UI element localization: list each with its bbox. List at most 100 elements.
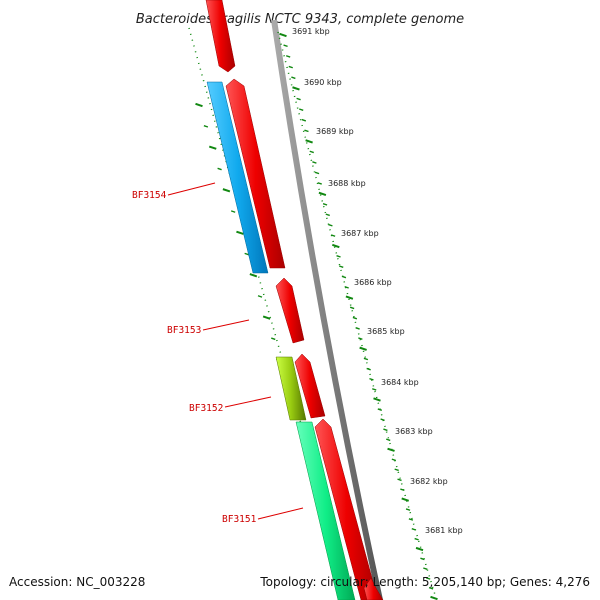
minor-tick	[385, 438, 391, 442]
major-tick	[387, 447, 395, 452]
minor-tick	[244, 252, 249, 256]
gene-label-bf3154[interactable]: BF3154	[132, 190, 167, 201]
scale-ticks	[279, 32, 438, 600]
minor-tick	[298, 108, 304, 111]
minor-tick	[309, 150, 314, 154]
minor-tick	[352, 316, 358, 320]
features	[205, 0, 384, 600]
minor-tick	[405, 508, 411, 511]
minor-tick	[301, 118, 307, 122]
cds-feature[interactable]	[205, 0, 236, 73]
major-tick	[195, 102, 203, 108]
minor-tick	[330, 234, 336, 237]
minor-tick	[328, 223, 333, 227]
scale-label: 3688 kbp	[328, 179, 366, 188]
minor-tick	[369, 377, 374, 381]
minor-tick	[312, 161, 317, 164]
map-title: Bacteroides fragilis NCTC 9343, complete…	[136, 12, 464, 27]
minor-tick	[314, 171, 320, 175]
major-tick	[318, 191, 327, 197]
gene-label-leader	[257, 507, 304, 520]
scale-dotted-guide	[277, 31, 437, 599]
gene-label-leader	[224, 396, 272, 408]
major-tick	[208, 145, 217, 150]
minor-tick	[363, 357, 369, 361]
major-tick	[373, 397, 381, 402]
minor-tick	[230, 210, 236, 213]
minor-tick	[383, 428, 388, 432]
minor-tick	[296, 97, 301, 101]
gene-label-bf3153[interactable]: BF3153	[167, 325, 201, 336]
minor-tick	[271, 337, 276, 341]
major-tick	[305, 139, 313, 144]
minor-tick	[339, 265, 344, 269]
minor-tick	[285, 55, 291, 58]
accession-text: Accession: NC_003228	[9, 575, 145, 589]
minor-tick	[423, 567, 428, 571]
major-tick	[262, 315, 271, 320]
scale-label: 3687 kbp	[341, 229, 379, 238]
minor-tick	[425, 577, 431, 580]
scale-label: 3684 kbp	[381, 378, 419, 387]
minor-tick	[291, 76, 296, 80]
minor-tick	[358, 337, 363, 340]
minor-tick	[397, 478, 402, 482]
gene-feature-bf3152[interactable]	[275, 356, 307, 421]
genome-backbone	[271, 19, 383, 600]
gene-label-leader	[202, 319, 250, 331]
scale-label: 3685 kbp	[367, 327, 405, 336]
cds-feature[interactable]	[225, 78, 286, 269]
gene-label-bf3151[interactable]: BF3151	[222, 514, 257, 525]
minor-tick	[283, 44, 288, 48]
minor-tick	[203, 125, 209, 128]
minor-tick	[304, 129, 309, 133]
cds-feature[interactable]	[314, 418, 379, 600]
major-tick	[236, 230, 244, 235]
minor-tick	[420, 557, 425, 561]
gene-labels: BF3154 BF3153 BF3152 BF3151	[132, 182, 304, 525]
major-tick	[249, 273, 258, 278]
minor-tick	[380, 418, 385, 422]
minor-tick	[341, 275, 347, 279]
major-tick	[345, 295, 354, 300]
minor-tick	[336, 255, 341, 258]
minor-tick	[394, 468, 399, 472]
major-tick	[401, 497, 410, 502]
minor-tick	[288, 65, 293, 69]
genome-stats-text: Topology: circular; Length: 5,205,140 bp…	[259, 575, 590, 589]
scale-labels: 3691 kbp 3690 kbp 3689 kbp 3688 kbp 3687…	[292, 27, 463, 535]
minor-tick	[344, 285, 349, 289]
scale-label: 3686 kbp	[354, 278, 392, 287]
major-tick	[359, 346, 367, 351]
cds-feature[interactable]	[363, 577, 384, 600]
minor-tick	[322, 203, 328, 206]
major-tick	[279, 32, 287, 38]
scale-label: 3681 kbp	[425, 526, 463, 535]
scale-label: 3689 kbp	[316, 127, 354, 136]
minor-tick	[428, 586, 434, 590]
cds-feature[interactable]	[294, 353, 326, 419]
minor-tick	[391, 458, 397, 462]
gene-feature-bf3153[interactable]	[275, 277, 305, 344]
minor-tick	[355, 327, 360, 330]
scale-label: 3682 kbp	[410, 477, 448, 486]
major-tick	[430, 595, 438, 600]
major-tick	[332, 243, 340, 249]
minor-tick	[377, 408, 383, 411]
minor-tick	[217, 167, 222, 171]
gene-feature-bf3154[interactable]	[206, 81, 269, 274]
minor-tick	[366, 367, 371, 371]
minor-tick	[325, 213, 330, 217]
gene-label-bf3152[interactable]: BF3152	[189, 403, 223, 414]
gene-label-leader	[167, 182, 216, 196]
minor-tick	[371, 388, 377, 391]
minor-tick	[349, 306, 355, 310]
gene-feature-bf3151[interactable]	[295, 421, 356, 600]
minor-tick	[257, 295, 263, 298]
scale-label: 3690 kbp	[304, 78, 342, 87]
minor-tick	[411, 528, 417, 531]
scale-label: 3691 kbp	[292, 27, 330, 36]
major-tick	[222, 188, 231, 193]
minor-tick	[414, 537, 419, 541]
